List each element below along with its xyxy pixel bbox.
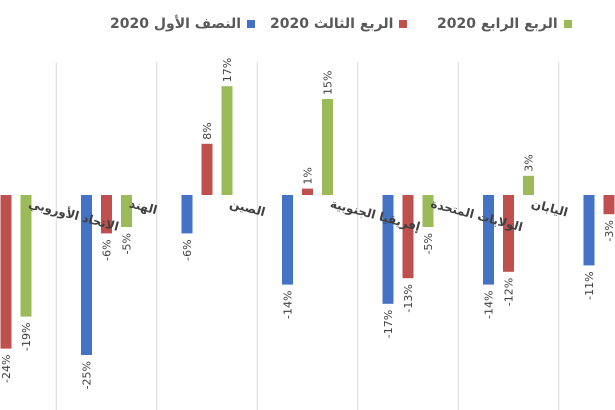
bar (20, 195, 32, 317)
bar (101, 195, 112, 234)
legend-item-h1: النصف الأول 2020 (110, 14, 256, 34)
legend-label-q4: الربع الرابع 2020 (437, 16, 558, 32)
bar (382, 195, 394, 304)
data-label: -25% (81, 361, 94, 389)
bar (221, 86, 233, 195)
data-label: -11% (583, 271, 596, 299)
data-label: -14% (483, 291, 496, 319)
data-label: -13% (402, 284, 415, 312)
bar (0, 195, 12, 349)
data-label: -17% (382, 310, 395, 338)
bar (583, 195, 595, 266)
bar (483, 195, 494, 285)
data-label: -5% (422, 233, 435, 254)
data-label: -5% (121, 233, 134, 254)
data-label: -6% (101, 239, 114, 260)
bar (181, 195, 193, 234)
category-gridlines (55, 62, 560, 410)
bar (302, 188, 313, 195)
data-labels-group: -24%-19%-25%-6% -5% -6%8%17%-14%1%15%-17%-… (0, 58, 615, 390)
legend-swatch-q3 (399, 20, 408, 28)
bar (422, 195, 434, 227)
data-label: -19% (20, 323, 33, 351)
legend-item-q4: الربع الرابع 2020 (437, 14, 572, 34)
bar (503, 195, 514, 272)
bar (201, 143, 213, 195)
category-label: الصين (228, 196, 267, 219)
legend-item-q3: الربع الثالث 2020 (270, 14, 408, 34)
bars-group (0, 86, 615, 355)
data-label: 1% (302, 167, 315, 184)
data-label: -6% (181, 239, 194, 260)
legend-swatch-q4 (563, 20, 572, 28)
category-labels-group: الاتحاد الأوروبي الهند الصين إفريقيا الجنوب… (27, 195, 570, 235)
legend-label-q3: الربع الثالث 2020 (270, 16, 394, 32)
data-label: -3% (603, 220, 615, 241)
data-label: -24% (0, 355, 13, 383)
bar (81, 195, 92, 355)
data-label: 3% (523, 154, 536, 171)
bar (603, 195, 615, 215)
bar (322, 99, 333, 195)
data-label: -12% (503, 278, 516, 306)
bar (282, 195, 293, 285)
category-label: الهند (128, 196, 159, 217)
bar (523, 175, 534, 195)
legend-label-h1: النصف الأول 2020 (110, 16, 242, 32)
bar (121, 195, 132, 227)
data-label: 8% (201, 122, 214, 139)
bar (402, 195, 414, 279)
legend-swatch-h1 (247, 20, 256, 28)
category-label: اليابان (530, 196, 570, 219)
data-label: -14% (282, 291, 295, 319)
data-label: 17% (221, 58, 234, 82)
data-label: 15% (322, 71, 335, 95)
